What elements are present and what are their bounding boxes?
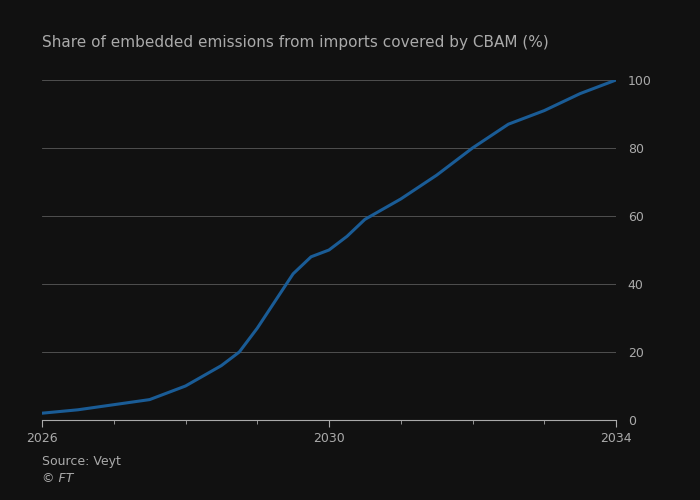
Text: © FT: © FT: [42, 472, 74, 485]
Text: Share of embedded emissions from imports covered by CBAM (%): Share of embedded emissions from imports…: [42, 35, 549, 50]
Text: Source: Veyt: Source: Veyt: [42, 454, 121, 468]
